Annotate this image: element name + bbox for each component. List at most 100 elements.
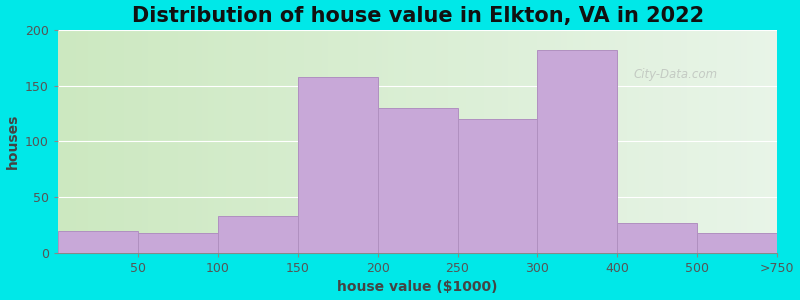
Bar [682, 30, 687, 253]
Bar [502, 30, 507, 253]
Bar [610, 30, 615, 253]
Bar [490, 30, 495, 253]
Bar [364, 30, 370, 253]
Bar [670, 30, 675, 253]
Bar [184, 30, 190, 253]
Bar [232, 30, 238, 253]
Bar [447, 30, 454, 253]
Bar [699, 30, 706, 253]
Bar [478, 30, 483, 253]
Bar [435, 30, 442, 253]
Bar [458, 119, 538, 253]
Bar [382, 30, 388, 253]
Bar [138, 233, 218, 253]
Bar [730, 30, 735, 253]
Bar [286, 30, 292, 253]
Bar [423, 30, 430, 253]
Bar [292, 30, 298, 253]
Bar [550, 30, 555, 253]
Bar [70, 30, 76, 253]
Bar [202, 30, 208, 253]
Bar [603, 30, 610, 253]
Bar [646, 30, 651, 253]
Bar [579, 30, 586, 253]
Bar [591, 30, 598, 253]
Bar [694, 30, 699, 253]
Bar [238, 30, 244, 253]
Bar [160, 30, 166, 253]
Bar [454, 30, 459, 253]
Bar [538, 50, 618, 253]
Bar [567, 30, 574, 253]
Bar [495, 30, 502, 253]
Bar [718, 30, 723, 253]
Bar [208, 30, 214, 253]
Bar [406, 30, 412, 253]
Bar [759, 30, 766, 253]
Bar [58, 30, 64, 253]
Bar [555, 30, 562, 253]
Bar [88, 30, 94, 253]
Bar [298, 30, 304, 253]
Bar [82, 30, 88, 253]
Bar [622, 30, 627, 253]
X-axis label: house value ($1000): house value ($1000) [338, 280, 498, 294]
Bar [771, 30, 777, 253]
Bar [218, 216, 298, 253]
Bar [136, 30, 142, 253]
Bar [172, 30, 178, 253]
Bar [226, 30, 232, 253]
Bar [543, 30, 550, 253]
Bar [280, 30, 286, 253]
Bar [507, 30, 514, 253]
Bar [322, 30, 328, 253]
Bar [514, 30, 519, 253]
Bar [675, 30, 682, 253]
Bar [190, 30, 196, 253]
Bar [598, 30, 603, 253]
Bar [483, 30, 490, 253]
Bar [124, 30, 130, 253]
Bar [586, 30, 591, 253]
Bar [459, 30, 466, 253]
Bar [58, 231, 138, 253]
Bar [663, 30, 670, 253]
Bar [340, 30, 346, 253]
Bar [334, 30, 340, 253]
Bar [112, 30, 118, 253]
Bar [747, 30, 754, 253]
Bar [394, 30, 400, 253]
Y-axis label: houses: houses [6, 114, 19, 169]
Bar [268, 30, 274, 253]
Bar [376, 30, 382, 253]
Bar [370, 30, 376, 253]
Bar [412, 30, 418, 253]
Bar [64, 30, 70, 253]
Bar [574, 30, 579, 253]
Bar [346, 30, 352, 253]
Bar [766, 30, 771, 253]
Bar [735, 30, 742, 253]
Bar [94, 30, 100, 253]
Bar [388, 30, 394, 253]
Bar [196, 30, 202, 253]
Bar [142, 30, 148, 253]
Bar [316, 30, 322, 253]
Bar [166, 30, 172, 253]
Bar [519, 30, 526, 253]
Bar [742, 30, 747, 253]
Bar [244, 30, 250, 253]
Bar [698, 233, 777, 253]
Bar [651, 30, 658, 253]
Bar [274, 30, 280, 253]
Bar [214, 30, 220, 253]
Bar [400, 30, 406, 253]
Bar [304, 30, 310, 253]
Bar [615, 30, 622, 253]
Bar [562, 30, 567, 253]
Bar [723, 30, 730, 253]
Bar [358, 30, 364, 253]
Bar [430, 30, 435, 253]
Bar [442, 30, 447, 253]
Bar [250, 30, 256, 253]
